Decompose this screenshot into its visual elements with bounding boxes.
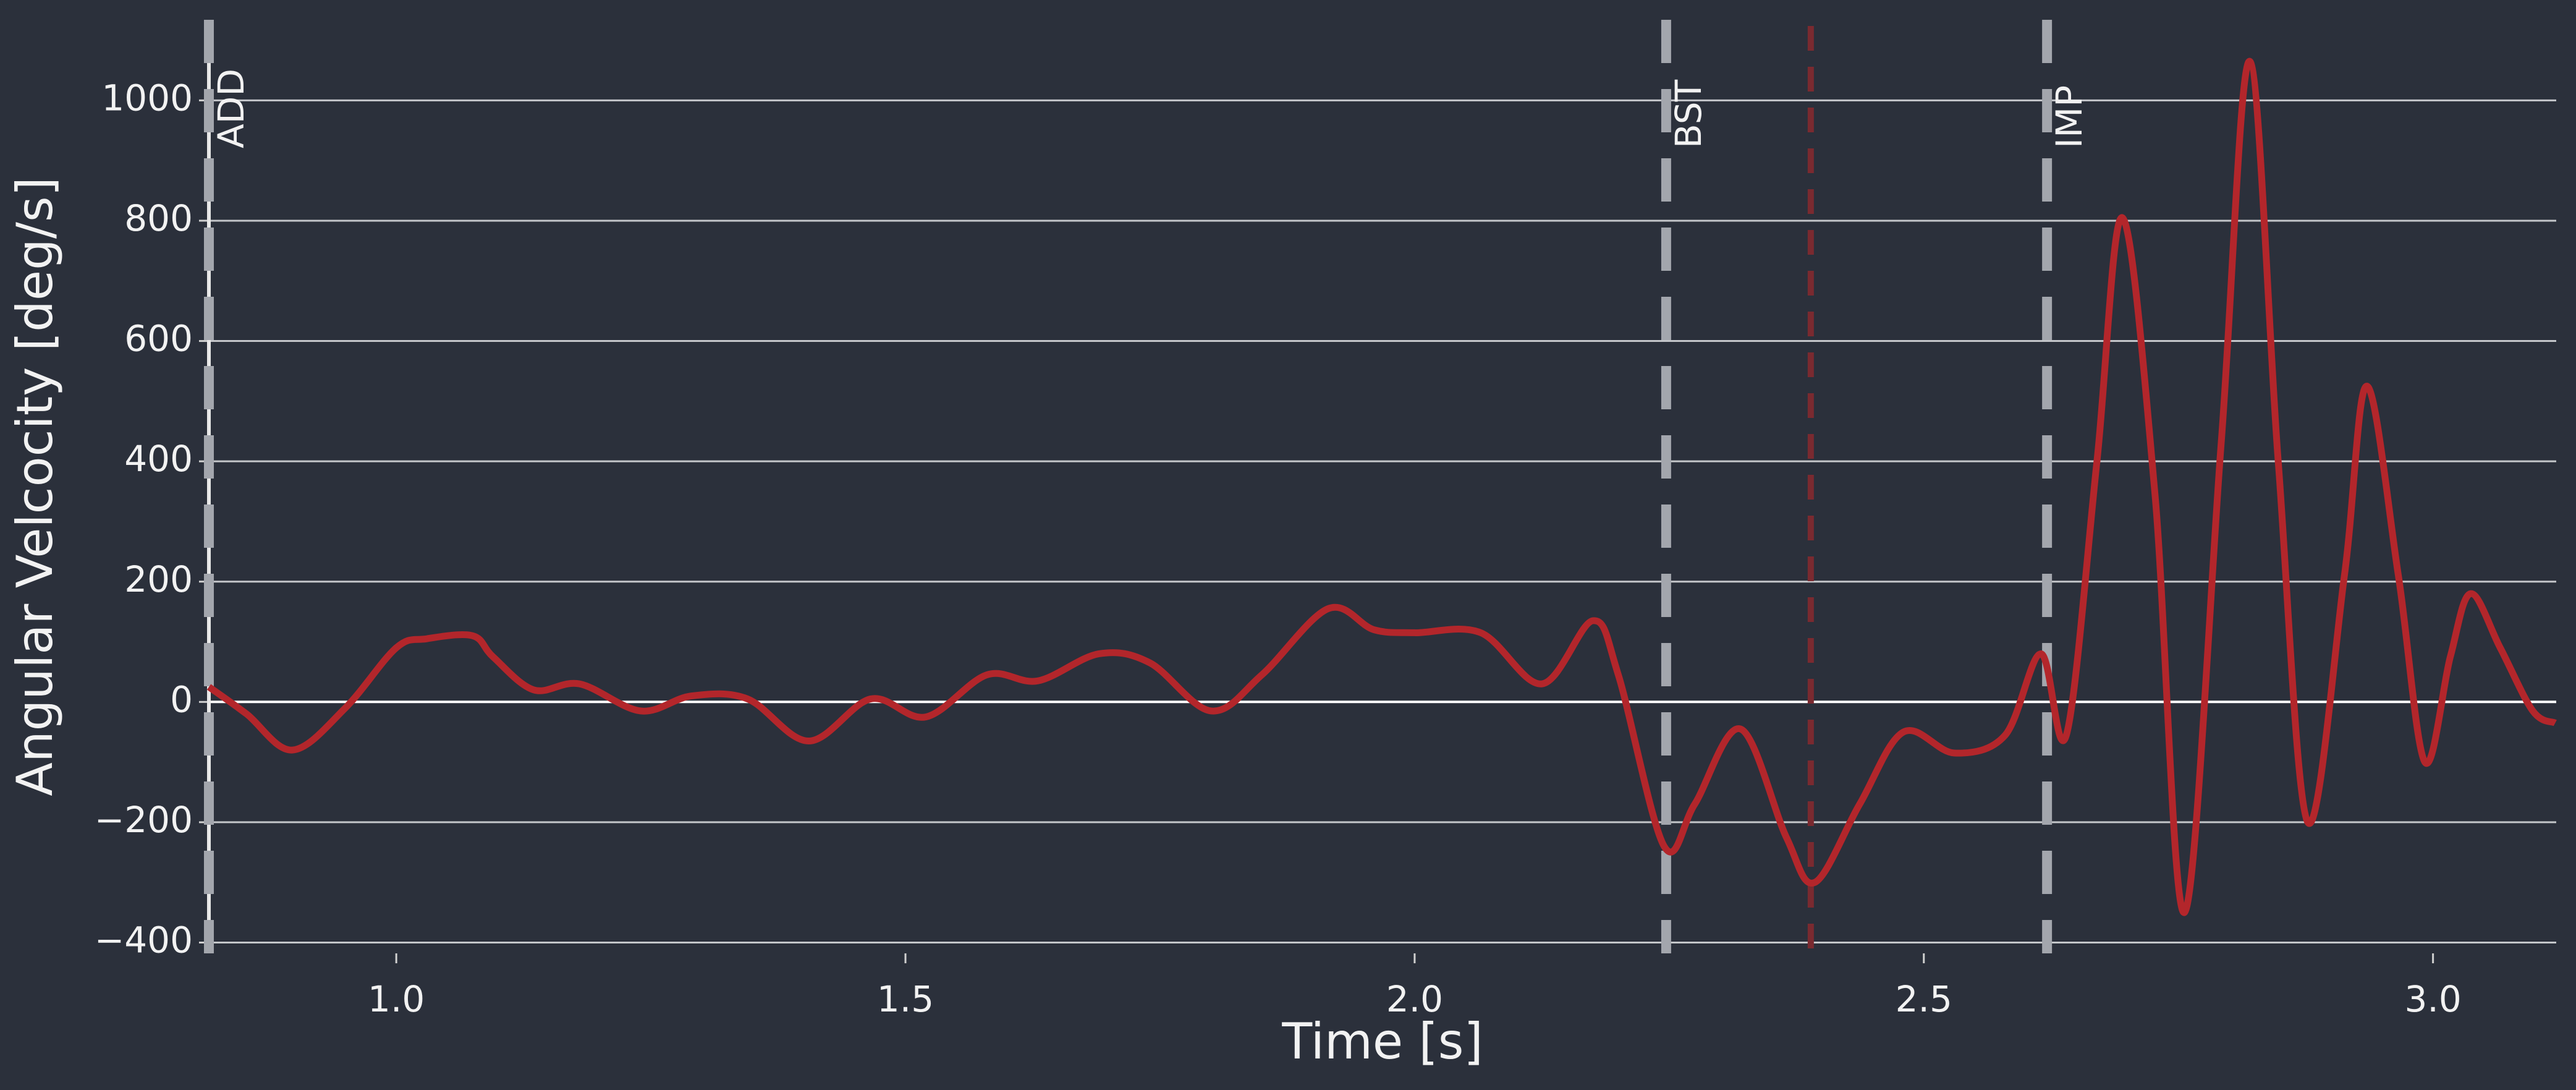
event-label: BST [1667,79,1710,148]
x-tick-label: 1.5 [877,978,934,1020]
event-label: IMP [2048,85,2090,148]
x-tick-label: 2.0 [1386,978,1443,1020]
x-tick-label: 1.0 [368,978,425,1020]
y-tick-label: 1000 [101,77,193,119]
y-tick-label: −400 [95,919,193,961]
x-tick-label: 2.5 [1896,978,1952,1020]
y-tick-label: −200 [95,799,193,841]
x-axis-label: Time [s] [1281,1013,1483,1070]
data-line [206,57,2557,916]
y-tick-label: 600 [124,318,193,360]
y-tick-label: 800 [124,197,193,239]
event-label: ADD [210,69,252,148]
y-tick-label: 200 [124,558,193,600]
x-tick-label: 3.0 [2405,978,2462,1020]
y-tick-label: 400 [124,438,193,480]
y-axis-label: Angular Velcocity [deg/s] [6,177,64,796]
y-tick-label: 0 [170,678,193,720]
